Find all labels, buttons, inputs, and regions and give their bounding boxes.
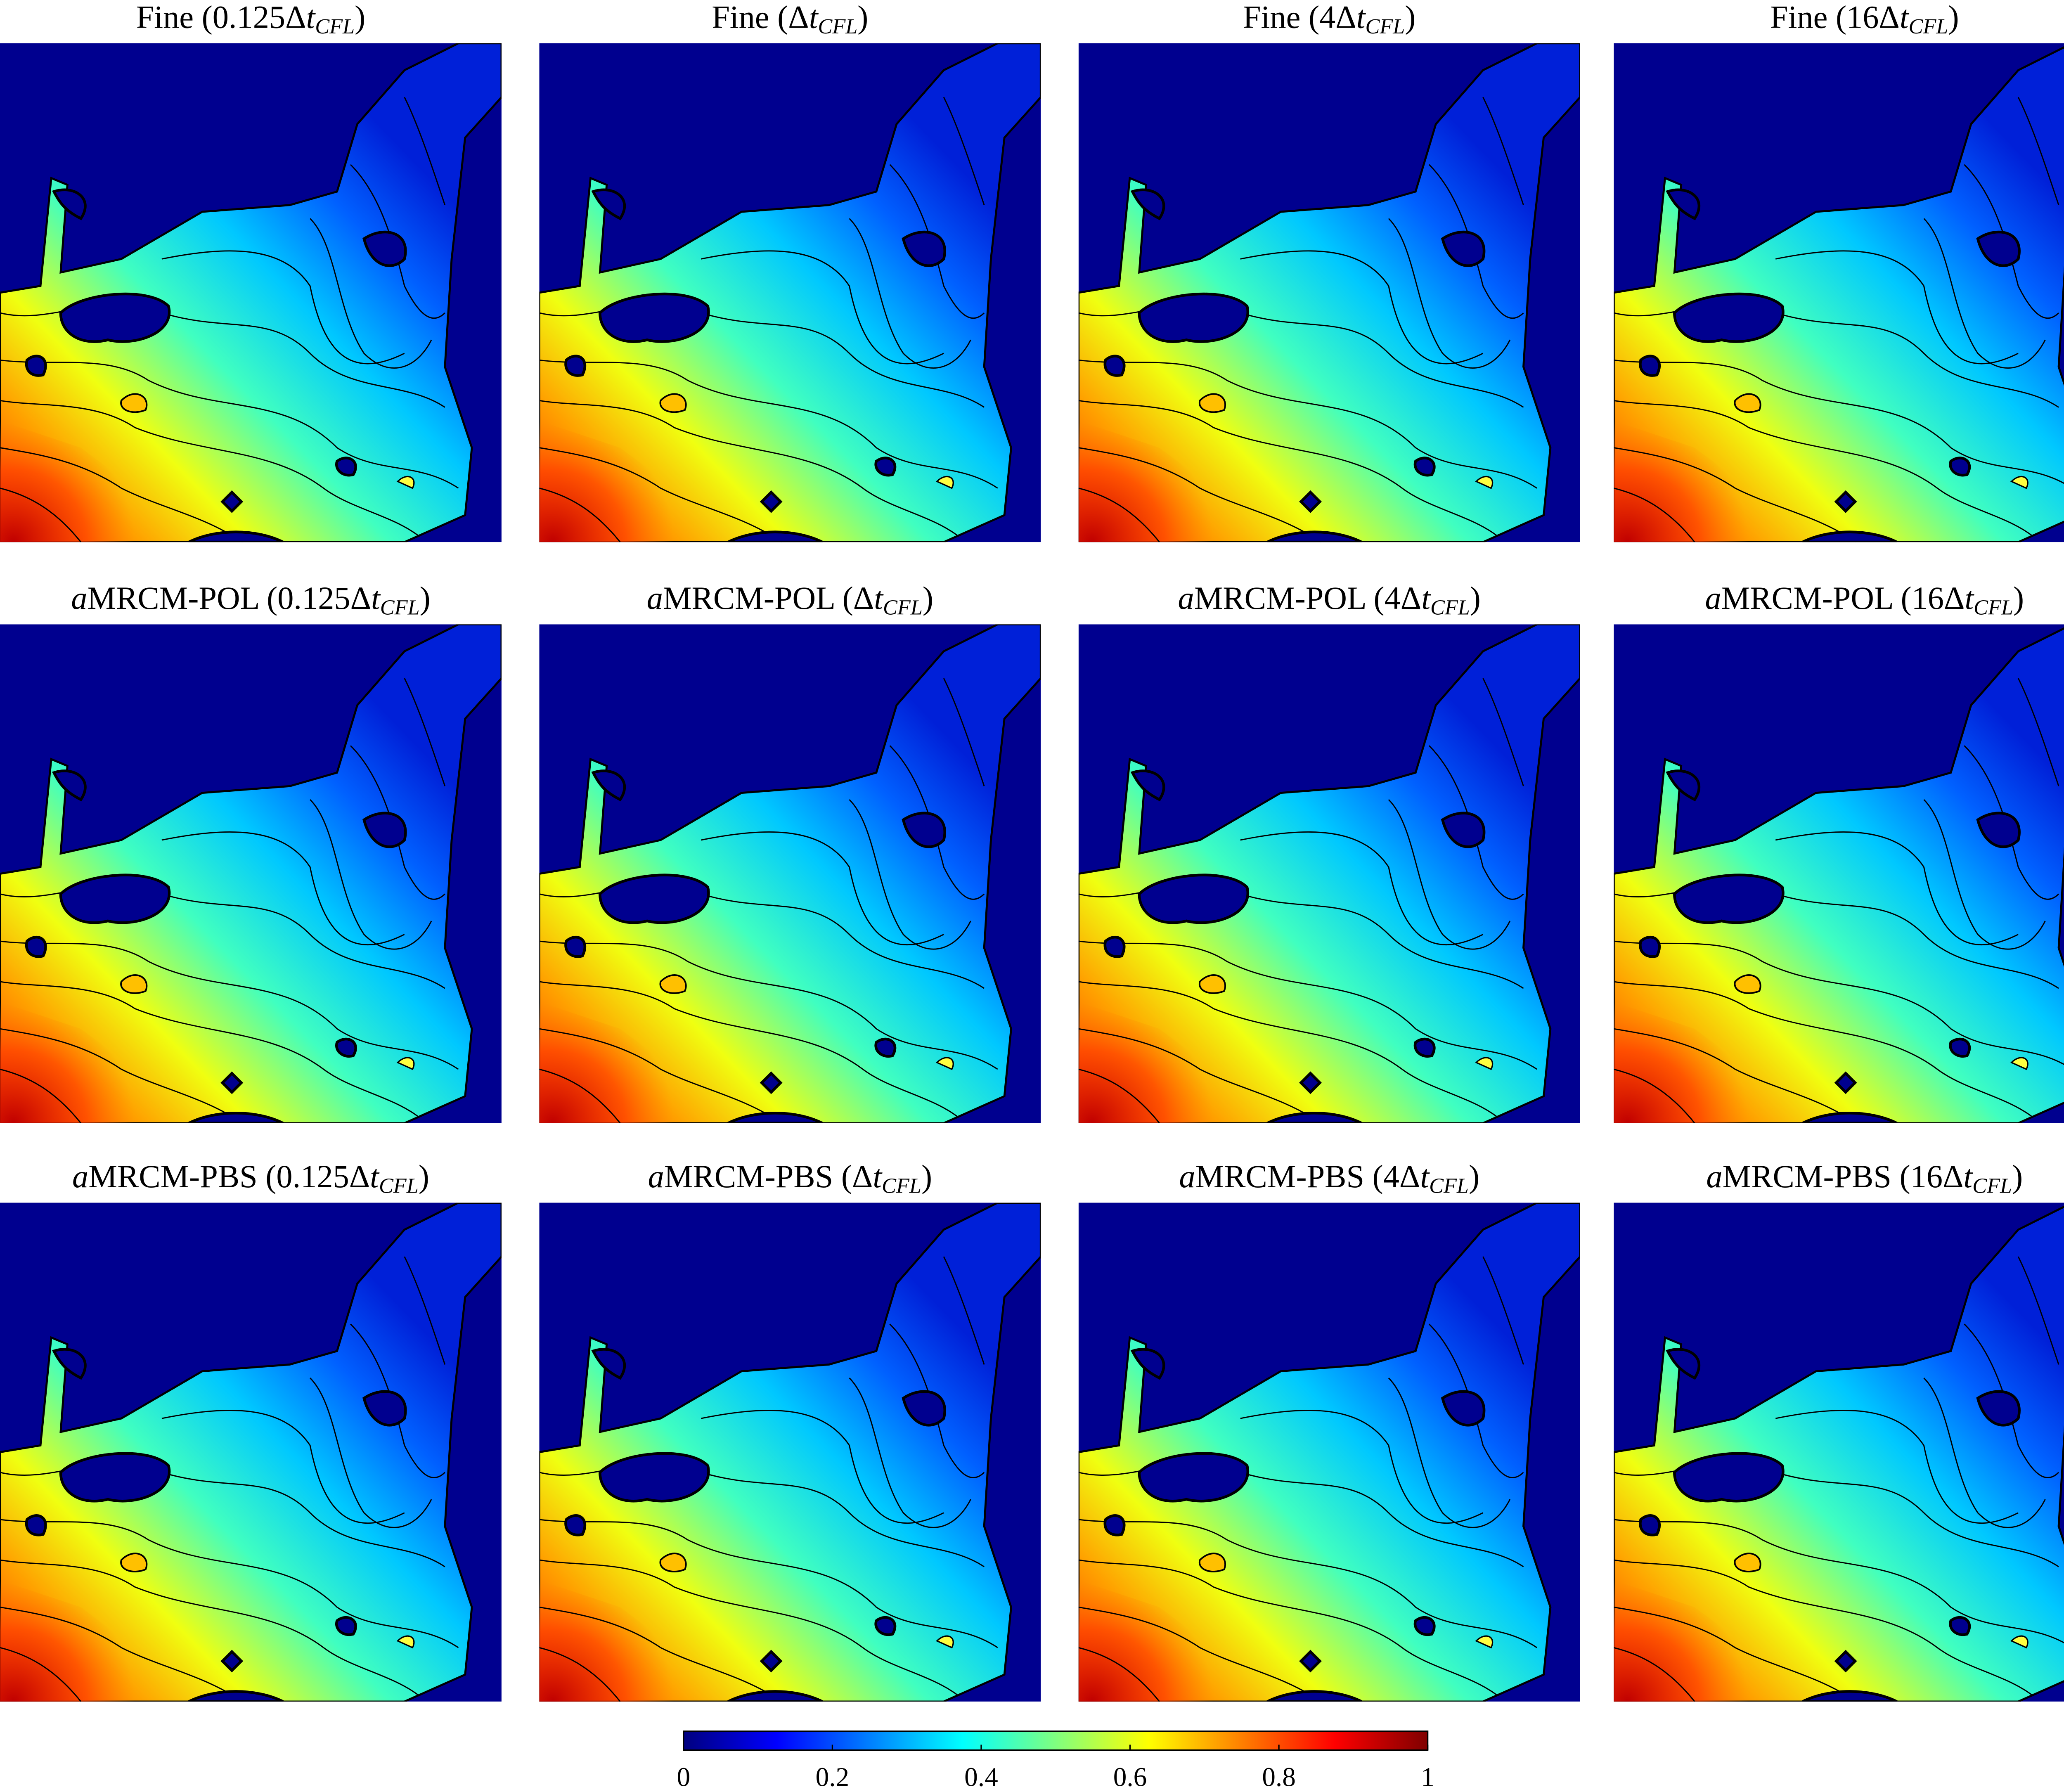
contour-panel [1079,624,1580,1123]
title-prefix: a [71,580,87,616]
title-variable: t [1965,580,1974,616]
title-close: ) [1405,0,1415,35]
title-text: Fine (4Δ [1243,0,1356,35]
title-text: Fine (16Δ [1770,0,1900,35]
title-close: ) [2012,1158,2023,1194]
title-text: Fine (0.125Δ [136,0,306,35]
contour-panel [539,43,1041,542]
contour-panel [1614,43,2064,542]
title-subscript: CFL [1429,1174,1469,1198]
title-variable: t [370,1158,380,1194]
title-close: ) [419,1158,429,1194]
title-close: ) [2013,580,2024,616]
title-prefix: a [1706,1158,1722,1194]
contour-panel [0,624,502,1123]
panel-grid: Fine (0.125ΔtCFL) Fine (ΔtCFL) Fine (4ΔtCF… [0,0,2064,1702]
tick-label: 1 [1421,1762,1434,1792]
title-close: ) [1948,0,1959,35]
title-variable: t [1356,0,1366,35]
title-text: MRCM-PBS (16Δ [1723,1158,1964,1194]
panel-title: Fine (16ΔtCFL) [1770,0,1959,38]
colorbar-gradient [683,1730,1429,1751]
title-close: ) [1469,1158,1479,1194]
panel-title: Fine (0.125ΔtCFL) [136,0,366,38]
title-subscript: CFL [883,595,923,619]
contour-panel [1079,1203,1580,1702]
tick-label: 0 [677,1762,691,1792]
title-subscript: CFL [1365,14,1405,38]
title-variable: t [809,0,819,35]
contour-panel [539,1203,1041,1702]
title-prefix: a [1179,1158,1195,1194]
title-close: ) [921,1158,932,1194]
title-subscript: CFL [379,1174,419,1198]
title-subscript: CFL [882,1174,921,1198]
contour-panel [1079,43,1580,542]
panel-title: aMRCM-PBS (0.125ΔtCFL) [72,1158,429,1198]
title-subscript: CFL [818,14,857,38]
title-close: ) [857,0,868,35]
title-variable: t [1420,1158,1430,1194]
title-prefix: a [648,1158,664,1194]
colorbar: 0 0.2 0.4 0.6 0.8 1 [677,1730,1434,1792]
title-subscript: CFL [1974,595,2013,619]
title-subscript: CFL [1430,595,1470,619]
title-close: ) [355,0,365,35]
title-text: MRCM-PBS (Δ [664,1158,873,1194]
tick-label: 0.2 [816,1762,850,1792]
title-subscript: CFL [1909,14,1948,38]
title-variable: t [1421,580,1431,616]
title-close: ) [1470,580,1481,616]
panel-title: Fine (4ΔtCFL) [1243,0,1415,38]
title-prefix: a [647,580,663,616]
title-text: MRCM-POL (16Δ [1721,580,1965,616]
title-variable: t [306,0,316,35]
title-prefix: a [72,1158,88,1194]
title-prefix: a [1178,580,1194,616]
title-close: ) [923,580,933,616]
contour-panel [1614,624,2064,1123]
title-text: MRCM-PBS (4Δ [1195,1158,1420,1194]
title-text: MRCM-POL (Δ [663,580,874,616]
title-prefix: a [1705,580,1721,616]
title-close: ) [420,580,431,616]
panel-title: aMRCM-PBS (4ΔtCFL) [1179,1158,1479,1198]
tick-label: 0.6 [1113,1762,1147,1792]
panel-title: aMRCM-PBS (16ΔtCFL) [1706,1158,2023,1198]
contour-panel [0,1203,502,1702]
title-text: MRCM-POL (0.125Δ [87,580,371,616]
title-variable: t [874,580,884,616]
panel-title: aMRCM-POL (ΔtCFL) [647,580,933,620]
title-subscript: CFL [1972,1174,2012,1198]
title-subscript: CFL [315,14,355,38]
tick-label: 0.4 [964,1762,998,1792]
title-text: MRCM-POL (4Δ [1194,580,1421,616]
contour-panel [1614,1203,2064,1702]
contour-panel [0,43,502,542]
panel-title: Fine (ΔtCFL) [712,0,868,38]
tick-label: 0.8 [1262,1762,1296,1792]
title-variable: t [1900,0,1910,35]
contour-panel [539,624,1041,1123]
panel-title: aMRCM-PBS (ΔtCFL) [648,1158,932,1198]
title-variable: t [1964,1158,1974,1194]
title-text: Fine (Δ [712,0,809,35]
panel-title: aMRCM-POL (4ΔtCFL) [1178,580,1481,620]
title-variable: t [371,580,381,616]
title-variable: t [873,1158,883,1194]
title-subscript: CFL [380,595,420,619]
panel-title: aMRCM-POL (16ΔtCFL) [1705,580,2024,620]
title-text: MRCM-PBS (0.125Δ [88,1158,370,1194]
panel-title: aMRCM-POL (0.125ΔtCFL) [71,580,431,620]
